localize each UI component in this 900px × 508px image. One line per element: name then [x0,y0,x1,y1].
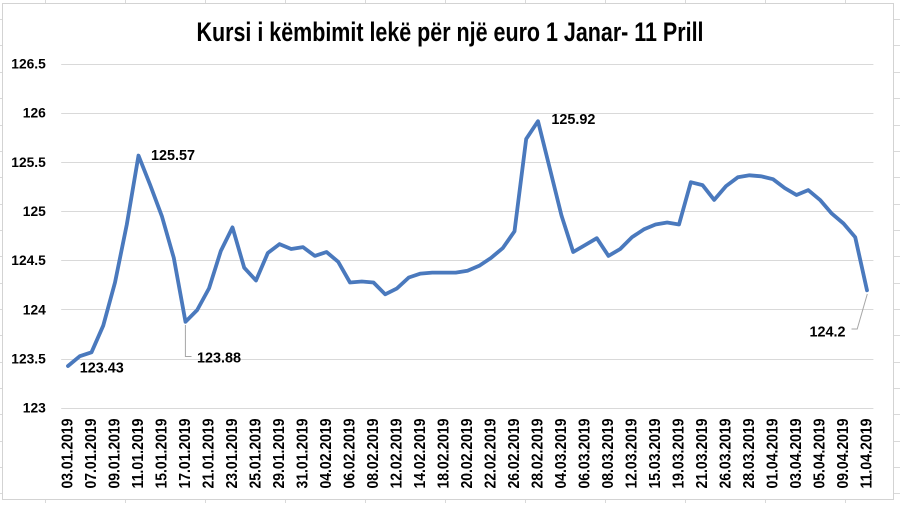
svg-text:23.01.2019: 23.01.2019 [224,418,241,488]
svg-text:21.01.2019: 21.01.2019 [201,418,218,488]
svg-text:12.03.2019: 12.03.2019 [624,418,641,488]
svg-text:04.03.2019: 04.03.2019 [553,418,570,488]
svg-text:03.04.2019: 03.04.2019 [788,418,805,488]
svg-text:31.01.2019: 31.01.2019 [295,418,312,488]
svg-text:124.5: 124.5 [11,253,46,268]
svg-text:09.04.2019: 09.04.2019 [835,418,852,488]
svg-text:15.03.2019: 15.03.2019 [647,418,664,488]
svg-text:11.04.2019: 11.04.2019 [859,418,876,488]
svg-text:04.02.2019: 04.02.2019 [318,418,335,488]
svg-text:22.02.2019: 22.02.2019 [483,418,500,488]
svg-text:Kursi i këmbimit lekë për një: Kursi i këmbimit lekë për një euro 1 Jan… [197,17,704,47]
svg-text:125.57: 125.57 [151,148,195,164]
svg-text:09.01.2019: 09.01.2019 [107,418,124,488]
svg-text:08.02.2019: 08.02.2019 [365,418,382,488]
svg-text:05.04.2019: 05.04.2019 [812,418,829,488]
svg-text:126: 126 [23,106,46,121]
svg-text:123.5: 123.5 [11,351,46,366]
svg-text:29.01.2019: 29.01.2019 [271,418,288,488]
svg-text:26.02.2019: 26.02.2019 [506,418,523,488]
svg-text:03.01.2019: 03.01.2019 [60,418,77,488]
svg-text:20.02.2019: 20.02.2019 [459,418,476,488]
svg-text:18.02.2019: 18.02.2019 [436,418,453,488]
svg-text:12.02.2019: 12.02.2019 [389,418,406,488]
svg-text:08.03.2019: 08.03.2019 [600,418,617,488]
svg-text:01.04.2019: 01.04.2019 [765,418,782,488]
svg-text:11.01.2019: 11.01.2019 [130,418,147,488]
svg-text:28.03.2019: 28.03.2019 [741,418,758,488]
svg-text:06.03.2019: 06.03.2019 [577,418,594,488]
svg-text:125.92: 125.92 [551,112,595,128]
svg-text:126.5: 126.5 [11,57,46,72]
svg-text:124: 124 [23,302,46,317]
svg-text:19.03.2019: 19.03.2019 [671,418,688,488]
svg-text:06.02.2019: 06.02.2019 [342,418,359,488]
svg-text:124.2: 124.2 [809,325,845,341]
svg-text:125.5: 125.5 [11,155,46,170]
svg-text:15.01.2019: 15.01.2019 [154,418,171,488]
svg-text:28.02.2019: 28.02.2019 [530,418,547,488]
svg-text:17.01.2019: 17.01.2019 [177,418,194,488]
svg-text:25.01.2019: 25.01.2019 [248,418,265,488]
svg-text:123: 123 [23,401,46,416]
svg-text:14.02.2019: 14.02.2019 [412,418,429,488]
svg-text:125: 125 [23,204,46,219]
svg-text:123.43: 123.43 [80,360,124,376]
svg-text:26.03.2019: 26.03.2019 [718,418,735,488]
svg-text:123.88: 123.88 [197,350,241,366]
svg-text:07.01.2019: 07.01.2019 [83,418,100,488]
svg-text:21.03.2019: 21.03.2019 [694,418,711,488]
